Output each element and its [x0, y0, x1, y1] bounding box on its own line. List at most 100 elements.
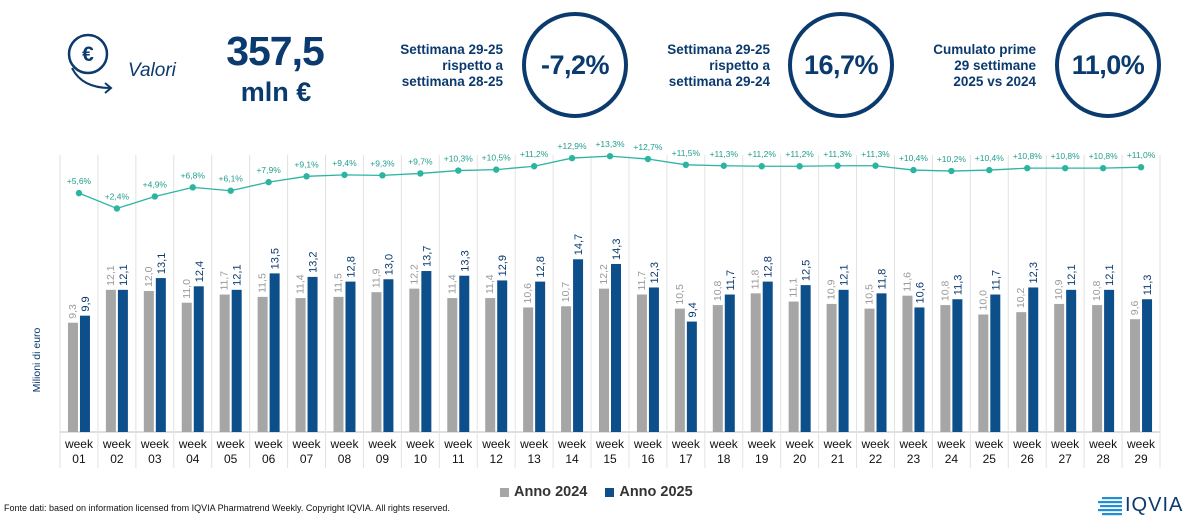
- x-tick-label: week: [936, 437, 966, 451]
- data-label-2025: 12,1: [118, 264, 130, 285]
- bar-2024: [105, 289, 116, 432]
- growth-label: +11,2%: [520, 149, 549, 159]
- x-tick-label: week: [1126, 437, 1156, 451]
- bar-2025: [345, 281, 356, 432]
- kpi-label-yoy-change: Settimana 29-25 rispetto a settimana 29-…: [640, 42, 770, 90]
- data-label-2024: 12,1: [105, 265, 117, 286]
- x-tick-label: week: [1012, 437, 1042, 451]
- data-label-2025: 11,3: [1142, 275, 1154, 296]
- kpi-label-line: settimana 28-25: [401, 74, 503, 89]
- growth-label: +9,7%: [408, 156, 433, 166]
- data-label-2025: 9,4: [687, 302, 699, 317]
- bar-2025: [155, 278, 166, 432]
- bar-2024: [333, 296, 344, 432]
- data-label-2024: 10,9: [826, 279, 838, 300]
- data-label-2025: 13,2: [308, 251, 320, 272]
- legend-label-2024: Anno 2024: [514, 484, 588, 500]
- data-label-2025: 12,3: [1028, 262, 1040, 283]
- growth-point: [606, 152, 614, 160]
- bar-2024: [864, 308, 875, 432]
- bar-2024: [712, 305, 723, 432]
- x-tick-label: 14: [565, 452, 579, 466]
- bar-2025: [573, 259, 584, 432]
- x-tick-label: week: [974, 437, 1004, 451]
- growth-point: [682, 161, 690, 168]
- bar-2025: [648, 287, 659, 432]
- x-tick-label: week: [519, 437, 549, 451]
- data-label-2024: 10,7: [560, 282, 572, 303]
- x-tick-label: 07: [300, 452, 314, 466]
- bar-2025: [1066, 289, 1077, 432]
- total-value: 357,5: [226, 28, 325, 74]
- legend-swatch-2025: [605, 487, 615, 497]
- bar-2024: [409, 288, 420, 432]
- kpi-label-weekly-change: Settimana 29-25 rispetto a settimana 28-…: [373, 42, 503, 90]
- data-label-2024: 10,6: [522, 283, 534, 304]
- legend-swatch-2024: [500, 487, 509, 497]
- x-tick-label: 23: [907, 452, 921, 466]
- growth-label: +11,3%: [710, 149, 739, 159]
- growth-label: +10,4%: [975, 153, 1005, 163]
- bar-2024: [636, 294, 647, 432]
- data-label-2024: 11,1: [788, 278, 800, 298]
- growth-label: +10,4%: [899, 153, 929, 163]
- growth-point: [113, 205, 121, 212]
- x-tick-label: 27: [1058, 452, 1072, 466]
- x-tick-label: 25: [983, 452, 997, 466]
- data-label-2024: 10,8: [712, 281, 724, 302]
- data-label-2024: 12,0: [143, 266, 155, 287]
- bar-2024: [674, 308, 685, 432]
- data-label-2025: 11,8: [877, 269, 889, 290]
- kpi-circle-yoy-change: 16,7%: [788, 12, 894, 118]
- x-tick-label: 09: [376, 452, 390, 466]
- growth-label: +7,9%: [256, 165, 281, 175]
- x-tick-label: week: [1088, 437, 1118, 451]
- growth-point: [568, 154, 576, 162]
- data-label-2025: 13,3: [459, 250, 471, 271]
- growth-label: +10,5%: [482, 153, 512, 163]
- data-label-2024: 11,0: [181, 279, 193, 299]
- kpi-label-line: Settimana 29-25: [667, 42, 770, 57]
- data-label-2024: 11,4: [295, 274, 307, 294]
- data-label-2024: 11,4: [446, 274, 458, 294]
- bar-2025: [914, 307, 925, 432]
- bar-2024: [371, 292, 382, 432]
- bar-2024: [561, 306, 572, 432]
- x-tick-label: week: [861, 437, 891, 451]
- growth-label: +6,8%: [181, 170, 206, 180]
- x-tick-label: 16: [641, 452, 655, 466]
- bar-2025: [117, 289, 128, 432]
- bar-2025: [990, 294, 1001, 432]
- data-label-2025: 11,7: [990, 270, 1002, 291]
- kpi-label-line: rispetto a: [442, 58, 503, 73]
- data-label-2024: 11,5: [332, 273, 344, 293]
- bar-2024: [143, 291, 154, 432]
- bar-2025: [383, 279, 394, 432]
- growth-point: [758, 163, 765, 170]
- kpi-label-line: 29 settimane: [954, 58, 1036, 73]
- x-tick-label: 22: [869, 452, 883, 466]
- data-label-2024: 10,8: [1091, 281, 1103, 302]
- data-label-2024: 10,0: [977, 290, 989, 311]
- kpi-label-cumulative: Cumulato prime 29 settimane 2025 vs 2024: [906, 42, 1036, 90]
- bar-2024: [599, 288, 609, 432]
- bar-2024: [978, 314, 989, 432]
- bar-2025: [724, 294, 735, 432]
- data-label-2025: 12,9: [497, 255, 509, 276]
- growth-point: [493, 166, 500, 173]
- bar-2025: [686, 321, 697, 432]
- x-tick-label: week: [405, 437, 435, 451]
- growth-label: +11,0%: [1127, 150, 1156, 160]
- header: € Valori 357,5 mln € Settimana 29-25 ris…: [0, 0, 1203, 140]
- bar-2024: [826, 303, 837, 432]
- x-tick-label: week: [481, 437, 511, 451]
- x-tick-label: 17: [679, 452, 693, 466]
- x-tick-label: week: [102, 437, 132, 451]
- x-tick-label: week: [64, 437, 94, 451]
- bar-2025: [1104, 289, 1115, 432]
- growth-label: +13,3%: [595, 140, 625, 149]
- growth-point: [455, 167, 462, 174]
- growth-label: +9,1%: [294, 159, 319, 169]
- kpi-label-line: 2025 vs 2024: [953, 74, 1036, 89]
- bar-2024: [1054, 303, 1065, 432]
